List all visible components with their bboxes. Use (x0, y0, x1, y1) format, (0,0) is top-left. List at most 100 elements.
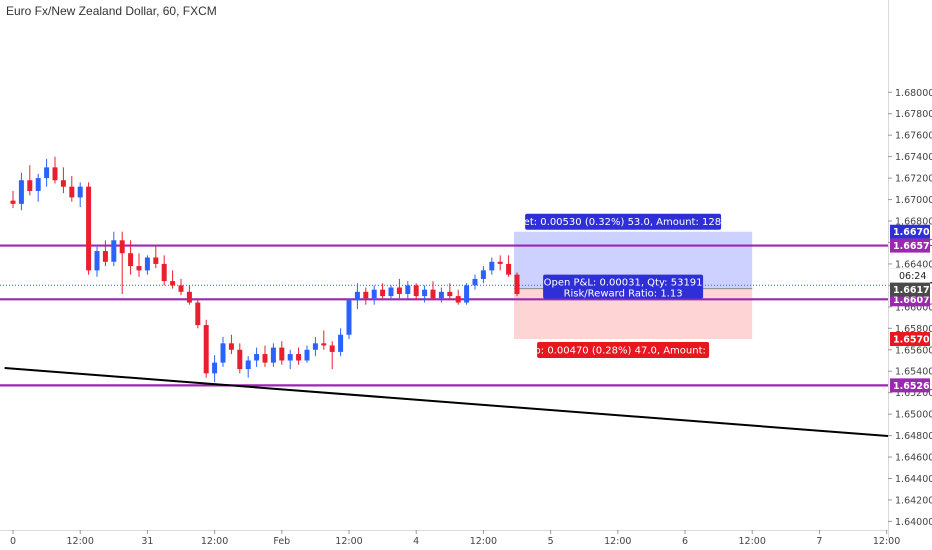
candle-body (430, 289, 436, 299)
symbol-title: Euro Fx/New Zealand Dollar, 60, FXCM (6, 4, 217, 18)
candle-body (438, 291, 444, 299)
price-tick-label: 1.67800 (895, 109, 932, 120)
time-tick-label: 6 (682, 536, 688, 547)
candle-body (94, 251, 100, 271)
level-price-badge: 1.66571 (893, 241, 932, 252)
price-tick-label: 1.65800 (895, 324, 932, 335)
candle-body (506, 263, 512, 275)
candle-body (254, 354, 260, 361)
candle-body (472, 278, 478, 286)
candle-body (296, 354, 302, 361)
level-price-badge-bg (890, 238, 930, 253)
candle-body (220, 343, 226, 363)
price-tick-label: 1.65200 (895, 388, 932, 399)
time-tick-label: 5 (548, 536, 554, 547)
candle-body (102, 251, 108, 262)
price-tick-label: 1.65400 (895, 367, 932, 378)
time-tick-label: 12:00 (470, 536, 497, 547)
time-tick-label: 12:00 (67, 536, 94, 547)
candle-body (270, 347, 276, 363)
candle-body (338, 334, 344, 352)
candle-body (329, 345, 335, 352)
candle-body (304, 349, 310, 361)
candle-body (447, 291, 453, 297)
candle-body (203, 325, 209, 374)
candle-body (161, 263, 167, 282)
price-tick-label: 1.64800 (895, 431, 932, 442)
candle-body (77, 186, 83, 198)
candle-body (111, 240, 117, 262)
candle-body (212, 362, 218, 374)
candle-body (354, 291, 360, 301)
candle-body (86, 186, 92, 271)
price-tick-label: 1.68000 (895, 88, 932, 99)
price-tick-label: 1.67000 (895, 195, 932, 206)
time-tick-label: 12:00 (739, 536, 766, 547)
level-price-badge: 1.66070 (893, 295, 932, 306)
price-tick-label: 1.66800 (895, 217, 932, 228)
price-tick-label: 1.64600 (895, 453, 932, 464)
candle-body (195, 302, 201, 326)
target-price-badge-bg (890, 224, 930, 239)
candle-body (245, 360, 251, 370)
candle-body (128, 253, 134, 267)
time-tick-label: 0 (10, 536, 16, 547)
candle-body (405, 285, 411, 294)
candle-body (321, 343, 327, 346)
price-tick-label: 1.65600 (895, 345, 932, 356)
candle-body (35, 178, 41, 191)
candle-body (514, 274, 520, 294)
price-tick-label: 1.66400 (895, 259, 932, 270)
candle-body (380, 289, 386, 297)
plot-layer: Target: 0.00530 (0.32%) 53.0, Amount: 12… (0, 156, 888, 438)
candle-body (170, 281, 176, 286)
price-tick-label: 1.67200 (895, 174, 932, 185)
candle-body (10, 200, 16, 204)
candle-body (44, 167, 50, 179)
candle-body (27, 180, 33, 191)
stop-price-badge-bg (890, 332, 930, 347)
target-label-bg (525, 213, 722, 230)
price-tick-label: 1.64000 (895, 517, 932, 528)
candle-body (186, 291, 192, 303)
candle-body (119, 240, 125, 254)
candle-body (279, 347, 285, 361)
stop-label-bg (537, 342, 710, 359)
time-tick-label: 12:00 (873, 536, 900, 547)
level-price-badge-bg (890, 378, 930, 393)
trendline (4, 366, 888, 438)
pnl-badge-bg (543, 274, 704, 299)
candle-body (455, 296, 461, 303)
price-tick-label: 1.67600 (895, 131, 932, 142)
candle-body (497, 261, 503, 264)
current-price-label: 1.66170 (893, 285, 932, 296)
candle-body (60, 180, 66, 187)
candle-body (69, 186, 75, 198)
price-tick-label: 1.65000 (895, 410, 932, 421)
time-tick-label: 12:00 (604, 536, 631, 547)
candle-body (413, 285, 419, 297)
target-label: Target: 0.00530 (0.32%) 53.0, Amount: 12… (502, 217, 744, 228)
level-price-badge: 1.65268 (893, 381, 932, 392)
price-tick-label: 1.64200 (895, 495, 932, 506)
target-price-badge: 1.66700 (893, 227, 932, 238)
candle-body (396, 287, 402, 294)
time-tick-label: 31 (141, 536, 153, 547)
time-tick-label: Feb (273, 536, 290, 547)
time-tick-label: 12:00 (201, 536, 228, 547)
candle-body (480, 270, 486, 279)
price-tick-label: 1.67400 (895, 152, 932, 163)
candle-body (388, 287, 394, 297)
price-tick-label: 1.66000 (895, 302, 932, 313)
candle-body (153, 257, 159, 264)
candle-body (178, 285, 184, 292)
candle-body (228, 343, 234, 350)
time-tick-label: 4 (413, 536, 419, 547)
candle-body (489, 261, 495, 271)
candle-body (464, 285, 470, 303)
time-tick-label: 12:00 (335, 536, 362, 547)
candle-body (287, 354, 293, 361)
candle-body (136, 266, 142, 271)
candle-body (18, 180, 24, 204)
